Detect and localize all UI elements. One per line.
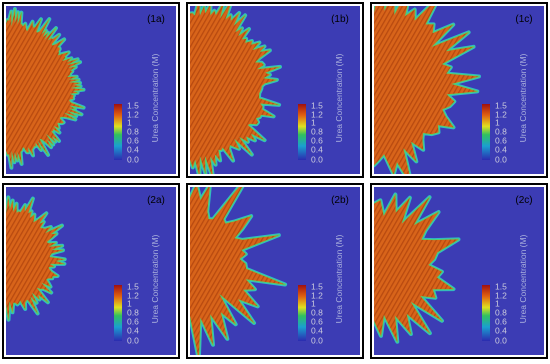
simulation-image: 1.51.210.80.60.40.0 Urea Concentration (M… [190,6,360,174]
colorbar-tick: 0.8 [127,307,139,317]
colorbar-tick: 0.0 [495,335,507,345]
simulation-image: 1.51.210.80.60.40.0 Urea Concentration (M… [6,6,176,174]
colorbar-tick: 1 [495,117,500,127]
panel-label: (2c) [515,195,532,206]
colorbar-tick: 0.8 [495,307,507,317]
colorbar-tick: 0.4 [495,325,507,335]
colorbar-tick: 0.0 [311,335,323,345]
colorbar-title: Urea Concentration (M) [334,234,344,323]
pattern-region [190,187,286,355]
colorbar-tick: 1.5 [311,281,323,291]
colorbar-tick: 1 [311,117,316,127]
front-edge [6,196,66,321]
colorbar-tick: 1.2 [127,290,139,300]
colorbar-tick: 0.4 [127,325,139,335]
colorbar-tick: 0.6 [495,135,507,145]
panel: 1.5 1.2 1 0.8 0.6 0.4 0.0 Urea Concentration (M… [370,2,548,178]
colorbar-tick: 0.6 [127,135,139,145]
colorbar [114,104,122,160]
pattern-region [6,9,84,168]
colorbar [482,285,490,341]
panel-label: (1c) [515,14,532,25]
colorbar-tick: 1 [127,298,132,308]
colorbar-tick: 0.8 [495,126,507,136]
panel-label: (2b) [331,195,349,206]
colorbar-tick: 1.5 [311,100,323,110]
panel-label: (1a) [147,14,165,25]
colorbar-tick: 0.6 [127,316,139,326]
panel: 1.5 1.2 1 0.8 0.6 0.4 0.0 Urea Concentration (M… [186,183,364,359]
panel: 1.5 1.2 1 0.8 0.6 0.4 0.0 Urea Concentration (M… [370,183,548,359]
colorbar-tick: 1.5 [127,100,139,110]
colorbar-tick: 1.5 [495,281,507,291]
colorbar-tick: 0.4 [127,144,139,154]
panel: 1.5 1.2 1 0.8 0.6 0.4 0.0 Urea Concentration (M… [186,2,364,178]
colorbar-tick: 0.8 [127,126,139,136]
simulation-image: 1.51.210.80.60.40.0 Urea Concentration (M… [374,187,544,355]
colorbar-tick: 0.6 [311,135,323,145]
colorbar-title: Urea Concentration (M) [518,53,528,142]
colorbar-tick: 0.4 [311,325,323,335]
colorbar-title: Urea Concentration (M) [334,53,344,142]
colorbar-tick: 0.8 [311,307,323,317]
pattern-region [374,6,479,174]
colorbar-tick: 1.2 [495,290,507,300]
colorbar-tick: 0.0 [495,154,507,164]
colorbar-tick: 0.0 [311,154,323,164]
colorbar-title: Urea Concentration (M) [150,234,160,323]
colorbar-tick: 0.0 [127,154,139,164]
colorbar-tick: 1.2 [311,290,323,300]
panel-label: (2a) [147,195,165,206]
simulation-image: 1.51.210.80.60.40.0 Urea Concentration (M… [190,187,360,355]
colorbar-tick: 0.8 [311,126,323,136]
pattern-region [6,197,65,320]
front-edge [374,6,480,174]
colorbar-tick: 1.2 [495,109,507,119]
pattern-region [374,194,459,342]
colorbar-tick: 0.0 [127,335,139,345]
colorbar-tick: 1 [127,117,132,127]
colorbar-tick: 0.4 [495,144,507,154]
colorbar [482,104,490,160]
colorbar-tick: 1.2 [127,109,139,119]
panel: 1.5 1.2 1 0.8 0.6 0.4 0.0 Urea Concentration (M… [2,2,180,178]
colorbar-tick: 1 [495,298,500,308]
colorbar [298,104,306,160]
colorbar-tick: 1.2 [311,109,323,119]
colorbar-title: Urea Concentration (M) [518,234,528,323]
colorbar [298,285,306,341]
colorbar-tick: 1.5 [495,100,507,110]
panel: 1.5 1.2 1 0.8 0.6 0.4 0.0 Urea Concentration (M… [2,183,180,359]
colorbar-tick: 0.4 [311,144,323,154]
panel-label: (1b) [331,14,349,25]
colorbar-tick: 1.5 [127,281,139,291]
pattern-region [190,6,280,174]
colorbar [114,285,122,341]
colorbar-tick: 0.6 [311,316,323,326]
simulation-image: 1.51.210.80.60.40.0 Urea Concentration (M… [6,187,176,355]
colorbar-title: Urea Concentration (M) [150,53,160,142]
colorbar-tick: 1 [311,298,316,308]
colorbar-tick: 0.6 [495,316,507,326]
simulation-image: 1.51.210.80.60.40.0 Urea Concentration (M… [374,6,544,174]
